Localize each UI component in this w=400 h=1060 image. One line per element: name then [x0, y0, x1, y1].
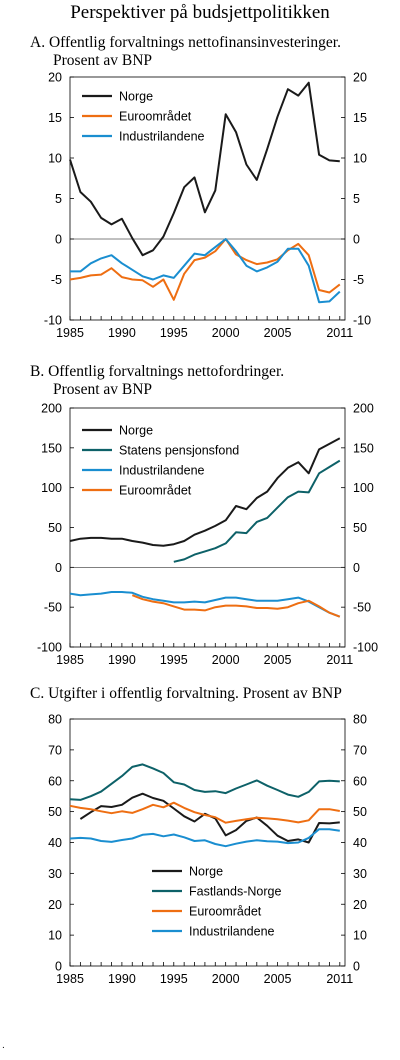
panel-b-x-tick-label: 1990 [108, 653, 136, 667]
panel-a-y-tick-label-right: -5 [353, 273, 364, 287]
panel-b-legend-label-statens-pensjonsfond: Statens pensjonsfond [119, 444, 239, 458]
panel-c-y-tick-label-right: 20 [353, 898, 367, 912]
panel-c-legend-label-fastlands-norge: Fastlands-Norge [189, 885, 281, 899]
panel-a-series-norge [69, 81, 340, 257]
panel-c-x-tick-label: 1995 [160, 972, 188, 986]
panel-b-y-tick-label-left: 150 [41, 441, 62, 455]
panel-a-y-tick-label-left: 0 [55, 233, 62, 247]
panel-c-y-tick-label-right: 60 [353, 774, 367, 788]
panel-b-y-tick-label-right: -50 [353, 601, 371, 615]
panel-b-y-tick-label-right: 200 [353, 402, 374, 416]
chart-c: 0 0 10 10 20 20 30 30 40 40 50 50 60 60 70 70 80 80 1985 19… [48, 713, 367, 987]
panel-a-y-tick-label-right: 10 [353, 152, 367, 166]
panel-c-y-tick-label-left: 0 [55, 960, 62, 974]
panel-b-y-tick-label-right: 50 [353, 521, 367, 535]
panel-c-series-norge [79, 792, 340, 844]
panel-c-x-tick-label: 2011 [326, 972, 353, 986]
panel-a-y-tick-label-left: 15 [48, 111, 62, 125]
panel-a-x-tick-label: 1985 [56, 326, 84, 340]
panel-c-series-fastlands-norge [69, 763, 340, 801]
panel-b-title: B. Offentlig forvaltnings nettofordringe… [30, 363, 284, 399]
panel-c-y-tick-label-left: 80 [48, 713, 62, 727]
panel-a-y-tick-label-left: 5 [55, 192, 62, 206]
panel-c-y-tick-label-right: 40 [353, 836, 367, 850]
page-title: Perspektiver på budsjettpolitikken [70, 2, 330, 23]
panel-b-y-tick-label-right: -100 [353, 641, 378, 655]
panel-b-legend-label-norge: Norge [119, 424, 153, 438]
panel-b-y-tick-label-left: 0 [55, 561, 62, 575]
panel-c-series-industrilandene [69, 828, 340, 848]
panel-b-x-tick-label: 1985 [56, 653, 84, 667]
panel-c-x-tick-label: 1985 [56, 972, 84, 986]
panel-a-legend-label-industrilandene: Industrilandene [119, 130, 205, 144]
panel-c-y-tick-label-right: 80 [353, 713, 367, 727]
panel-a-series-industrilandene [70, 238, 341, 304]
panel-b-series-norge [69, 437, 341, 547]
panel-c-y-tick-label-left: 50 [48, 805, 62, 819]
panel-b-x-tick-label: 2000 [212, 653, 240, 667]
panel-c-legend-label-industrilandene: Industrilandene [189, 925, 275, 939]
panel-b-y-tick-label-right: 100 [353, 481, 374, 495]
panel-b-y-tick-label-left: 50 [48, 521, 62, 535]
panel-c-x-tick-label: 1990 [108, 972, 136, 986]
panel-b-series-industrilandene [69, 591, 341, 618]
panel-b-x-tick-label: 2011 [326, 653, 353, 667]
panel-c-x-tick-label: 2000 [212, 972, 240, 986]
chart-a: -10 -10 -5 -5 0 0 5 5 10 10 15 15 20 20 1985 1990 1995 20… [44, 71, 371, 341]
panel-c-legend-label-norge: Norge [189, 865, 223, 879]
panel-c-y-tick-label-right: 50 [353, 805, 367, 819]
panel-b-title-line1: B. Offentlig forvaltnings nettofordringe… [30, 363, 285, 380]
panel-c-y-tick-label-left: 60 [48, 774, 62, 788]
panel-a-y-tick-label-left: -5 [51, 273, 62, 287]
panel-b-y-tick-label-right: 150 [353, 441, 374, 455]
panel-b-series-euroomradet [131, 594, 341, 618]
panel-c-series-euroomradet [69, 801, 340, 824]
panel-a-title-line1: A. Offentlig forvaltnings nettofinansinv… [30, 34, 341, 51]
panel-c-y-tick-label-right: 70 [353, 743, 367, 757]
panel-c-y-tick-label-left: 10 [48, 929, 62, 943]
panel-a-y-tick-label-right: 20 [353, 71, 367, 85]
panel-a-y-tick-label-right: 15 [353, 111, 367, 125]
panel-a-legend-label-euroomradet: Euroområdet [119, 110, 192, 124]
panel-a-x-tick-label: 2005 [264, 326, 292, 340]
panel-c-title-line1: C. Utgifter i offentlig forvaltning. Pro… [30, 685, 342, 702]
panel-b-series-statens-pensjonsfond [173, 459, 341, 563]
panel-b-x-tick-label: 1995 [160, 653, 188, 667]
panel-c-legend-label-euroomradet: Euroområdet [189, 905, 262, 919]
panel-a-x-tick-label: 2011 [326, 326, 353, 340]
chart-b: -100 -100 -50 -50 0 0 50 50 100 100 150 150 200 200 19… [37, 402, 378, 668]
panel-a-y-tick-label-left: -10 [44, 314, 62, 328]
panel-c-y-tick-label-right: 0 [353, 960, 360, 974]
panel-a-y-tick-label-left: 20 [48, 71, 62, 85]
panel-a-x-tick-label: 2000 [212, 326, 240, 340]
panel-c-y-tick-label-left: 70 [48, 743, 62, 757]
panel-b-y-tick-label-left: 200 [41, 402, 62, 416]
panel-b-legend-label-industrilandene: Industrilandene [119, 464, 205, 478]
panel-a-title: A. Offentlig forvaltnings nettofinansinv… [30, 34, 341, 70]
panel-c-y-tick-label-left: 40 [48, 836, 62, 850]
panel-b-y-tick-label-right: 0 [353, 561, 360, 575]
panel-a-y-tick-label-right: 5 [353, 192, 360, 206]
panel-c-y-tick-label-left: 20 [48, 898, 62, 912]
panel-c-y-tick-label-right: 30 [353, 867, 367, 881]
panel-b-y-tick-label-left: -50 [44, 601, 62, 615]
panel-b-y-tick-label-left: 100 [41, 481, 62, 495]
panel-a-x-tick-label: 1990 [108, 326, 136, 340]
panel-c-y-tick-label-right: 10 [353, 929, 367, 943]
panel-a-y-tick-label-left: 10 [48, 152, 62, 166]
panel-a-y-tick-label-right: 0 [353, 233, 360, 247]
panel-b-x-tick-label: 2005 [264, 653, 292, 667]
panel-c-y-tick-label-left: 30 [48, 867, 62, 881]
panel-a-legend-label-norge: Norge [119, 90, 153, 104]
panel-b-title-line2: Prosent av BNP [53, 381, 153, 398]
panel-b-legend-label-euroomradet: Euroområdet [119, 484, 192, 498]
panel-a-series-euroomradet [69, 238, 341, 301]
panel-b-y-tick-label-left: -100 [37, 641, 62, 655]
footnote: . [2, 1040, 5, 1051]
panel-a-y-tick-label-right: -10 [353, 314, 371, 328]
panel-c-x-tick-label: 2005 [264, 972, 292, 986]
panel-c-title: C. Utgifter i offentlig forvaltning. Pro… [30, 685, 342, 703]
panel-a-x-tick-label: 1995 [160, 326, 188, 340]
panel-a-title-line2: Prosent av BNP [53, 52, 153, 69]
